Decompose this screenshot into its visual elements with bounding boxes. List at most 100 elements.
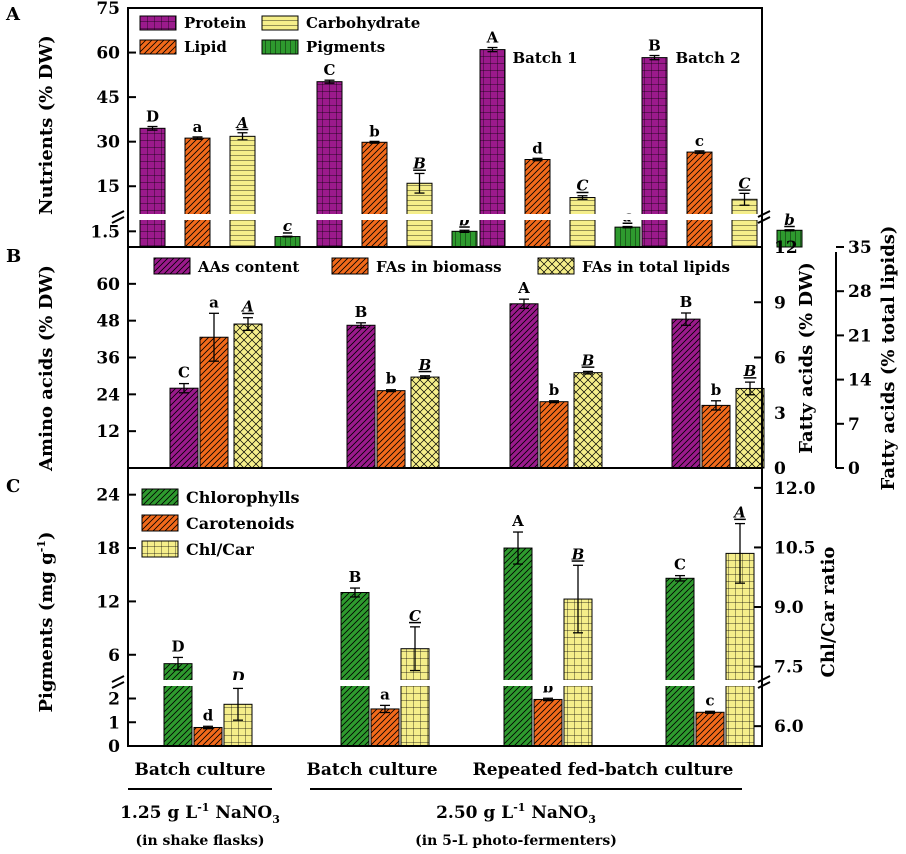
err-c-chlorophylls-1 (350, 587, 360, 598)
panel-c-ytick-r-4: 12.0 (774, 479, 816, 499)
err-b-fas-in-biomass-2 (549, 400, 559, 404)
err-a-protein-0 (147, 125, 158, 131)
panel-b-ytick-3: 48 (96, 312, 120, 332)
panel-a-ytick-0: 15 (96, 177, 120, 197)
err-a-lipid-2 (532, 157, 543, 162)
bar-c-chlorophylls-1 (340, 592, 370, 747)
bar-a-lipid-1 (361, 141, 388, 248)
err-c-carotenoids-3 (705, 710, 715, 714)
letter-b-fas-in-total-lipids-2: B (581, 351, 595, 369)
panel-a-ytick-lower-0: 1.5 (90, 222, 120, 242)
letter-b-aas-content-1: B (355, 303, 368, 321)
letter-a-carbohydrate-3: C (739, 174, 751, 192)
bar-c-carotenoids-2 (533, 698, 563, 747)
group-label-batch1: Batch 1 (512, 49, 577, 67)
err-a-lipid-3 (694, 150, 705, 154)
letter-a-lipid-2: d (532, 139, 543, 157)
legend-label-fas-biomass: FAs in biomass (376, 258, 502, 276)
panel-c-ytick-r-0: 6.0 (774, 717, 804, 737)
err-a-protein-3 (649, 54, 660, 61)
panel-c-ytick-r-3: 10.5 (774, 538, 815, 558)
panel-b-ytick-4: 60 (96, 275, 120, 295)
letter-c-carotenoids-2: b (543, 678, 554, 696)
letter-b-fas-in-total-lipids-1: B (418, 356, 432, 374)
panel-c-ytick-r-1: 7.5 (774, 658, 804, 678)
panel-b-ytick-r2-2: 14 (848, 371, 872, 391)
bar-c-carotenoids-3 (695, 711, 725, 747)
err-c-chlorophylls-3 (675, 574, 685, 582)
panel-b-ytick-r2-3: 21 (848, 326, 872, 346)
panel-b-ytick-r2-0: 0 (848, 459, 860, 479)
bar-a-carbohydrate-3 (731, 198, 758, 248)
panel-c-ytick-lower-2: 2 (108, 690, 120, 710)
letter-c-carotenoids-3: c (705, 691, 714, 709)
panel-label-a: A (5, 4, 21, 25)
panel-c-ytick-lower-1: 1 (108, 713, 120, 733)
err-b-aas-content-0 (179, 382, 189, 394)
letter-c-chl-car-1: C (409, 607, 421, 625)
letter-c-chlorophylls-2: A (511, 512, 524, 530)
err-b-fas-in-total-lipids-3 (745, 381, 755, 396)
err-c-carotenoids-2 (543, 697, 553, 702)
letter-c-carotenoids-0: d (203, 706, 214, 724)
letter-b-fas-in-biomass-3: b (711, 381, 722, 399)
bar-a-carbohydrate-2 (569, 197, 596, 248)
axis-break-c (111, 675, 771, 689)
err-b-fas-in-total-lipids-0 (243, 317, 253, 331)
bar-c-carotenoids-0 (193, 726, 223, 747)
panel-a-ytick-1: 30 (96, 133, 120, 153)
pigment-unit-tail: ) (36, 531, 57, 540)
err-a-pigments-0 (282, 235, 293, 238)
legend-label-chlorophylls: Chlorophylls (186, 488, 300, 507)
bar-a-carbohydrate-0 (229, 135, 256, 248)
panel-c-ytick-r-2: 9.0 (774, 598, 804, 618)
err-b-fas-in-biomass-0 (209, 312, 219, 362)
err-b-fas-in-total-lipids-1 (420, 375, 430, 379)
panel-c-ylabel: Pigments (mg g-1) (35, 531, 57, 712)
bar-b-fas-in-total-lipids-3 (735, 387, 765, 469)
group-label-batch2: Batch 2 (675, 49, 740, 67)
panel-b-ytick-r2-4: 28 (848, 282, 872, 302)
condition-2-note: (in 5-L photo-fermenters) (415, 833, 617, 849)
pigment-unit-main: Pigments (mg g (36, 552, 57, 713)
bar-a-lipid-3 (686, 151, 713, 248)
panel-b-ytick-r2-5: 35 (848, 238, 872, 258)
err-a-carbohydrate-3 (739, 192, 750, 206)
letter-b-aas-content-0: C (178, 364, 190, 382)
bar-b-fas-in-biomass-1 (376, 390, 406, 469)
letter-c-chlorophylls-3: C (674, 556, 686, 574)
letter-a-pigments-0: c (283, 217, 292, 235)
group-label-batch-culture-1: Batch culture (134, 760, 265, 780)
axis-break-band-c (130, 680, 760, 686)
letter-c-chl-car-3: A (732, 504, 746, 522)
letter-a-carbohydrate-0: A (235, 114, 249, 132)
panel-c-ytick-1: 12 (96, 592, 120, 612)
bar-a-protein-1 (316, 81, 343, 248)
bar-c-chl-car-3 (725, 552, 755, 747)
legend-b: AAs content FAs in biomass FAs in total … (153, 257, 730, 276)
legend-a: Protein Carbohydrate Lipid Pigments (139, 14, 420, 56)
panel-b-ylabel: Amino acids (% DW) (36, 265, 57, 472)
letter-a-lipid-3: c (695, 132, 704, 150)
bar-c-chl-car-2 (563, 598, 593, 747)
letter-a-pigments-3: b (784, 211, 795, 229)
letter-a-protein-0: D (146, 108, 159, 126)
bar-a-pigments-3 (776, 229, 803, 248)
panel-b-ytick-r1-4: 12 (774, 238, 798, 258)
err-b-aas-content-3 (681, 312, 691, 326)
letter-a-protein-1: C (324, 61, 336, 79)
axis-break-band-a (130, 214, 760, 220)
bar-b-aas-content-0 (169, 387, 199, 469)
bar-a-pigments-0 (274, 236, 301, 248)
err-b-aas-content-2 (519, 298, 529, 310)
letter-a-protein-2: A (486, 29, 499, 47)
axis-break-a (111, 210, 771, 224)
letter-a-lipid-1: b (369, 122, 380, 140)
letter-b-aas-content-3: B (680, 293, 693, 311)
bar-b-fas-in-total-lipids-1 (410, 376, 440, 469)
bar-a-pigments-1 (451, 230, 478, 248)
panel-a-ytick-4: 75 (96, 0, 120, 19)
letter-b-fas-in-total-lipids-0: A (240, 298, 254, 316)
legend-label-carbohydrate: Carbohydrate (306, 14, 420, 32)
